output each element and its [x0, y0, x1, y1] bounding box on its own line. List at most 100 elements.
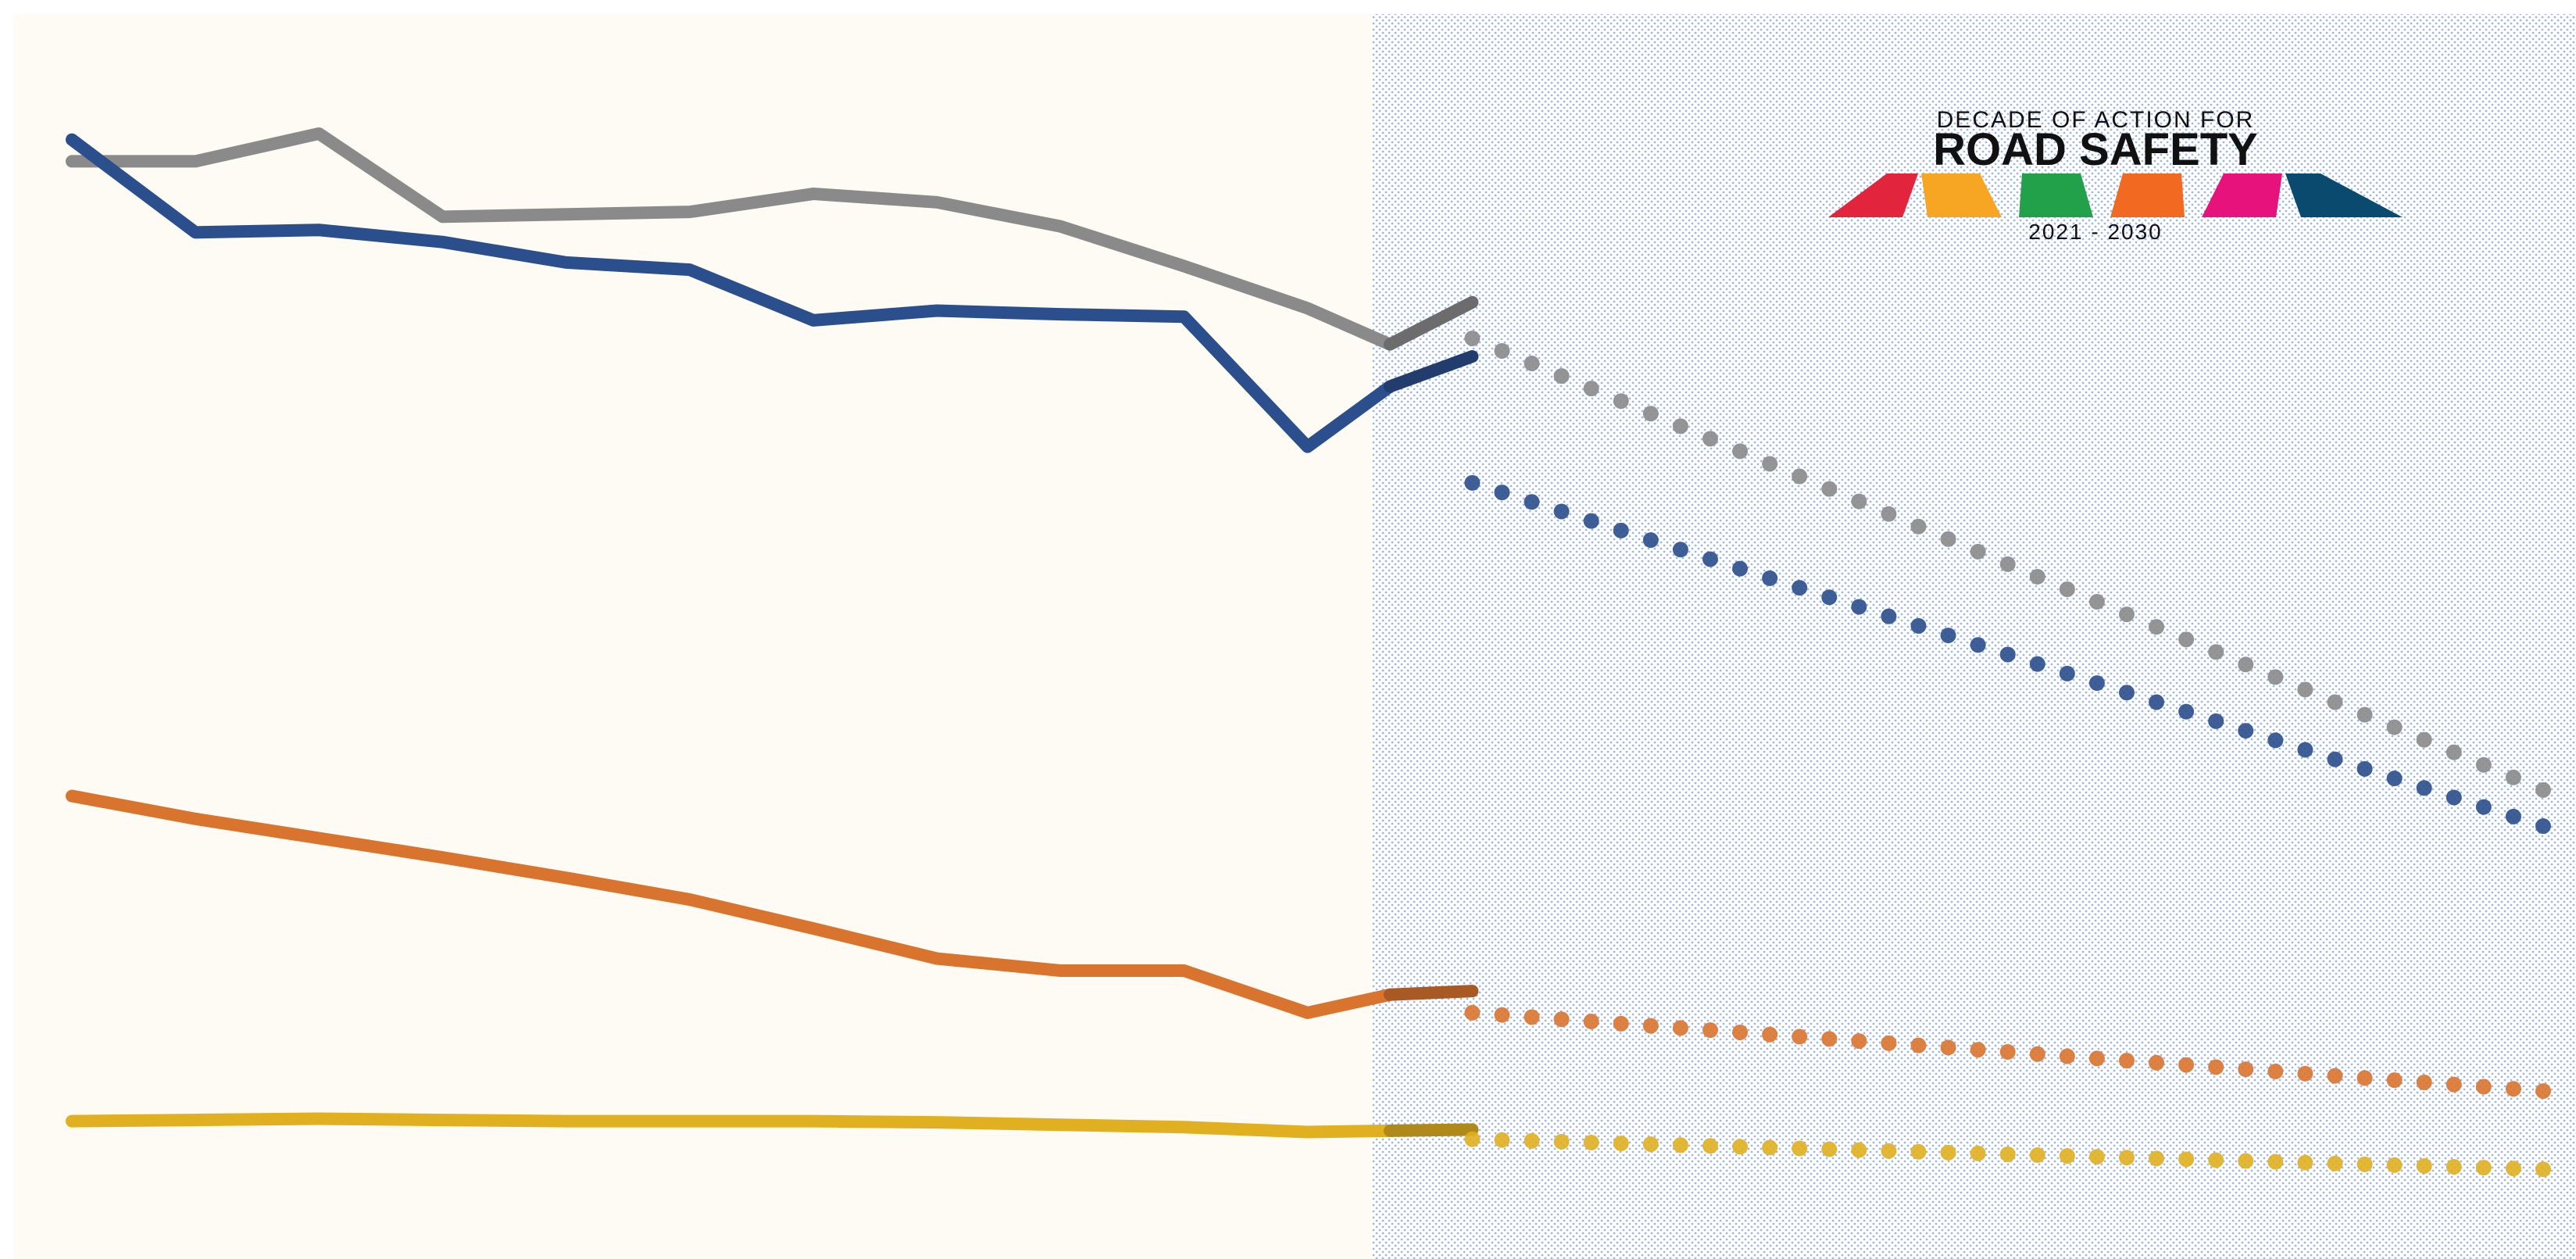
projection-point — [1494, 1007, 1510, 1023]
projection-point — [2208, 713, 2224, 729]
projection-point — [1851, 1142, 1867, 1158]
projection-point — [1881, 1143, 1897, 1159]
series-1 — [66, 133, 2551, 835]
projection-point — [1494, 1132, 1510, 1148]
projection-point — [2029, 568, 2045, 585]
projection-point — [2416, 780, 2432, 796]
projection-point — [2149, 1150, 2165, 1167]
projection-point — [1940, 1144, 1956, 1161]
projection-point — [2149, 1054, 2165, 1071]
projection-point — [2327, 751, 2343, 767]
projection-point — [2088, 594, 2105, 610]
projection-point — [2297, 681, 2313, 698]
projection-point — [2029, 656, 2045, 672]
logo-stripe — [2110, 173, 2185, 217]
projection-point — [2088, 1050, 2105, 1067]
projection-point — [1970, 1042, 1986, 1058]
projection-point — [1732, 443, 1749, 460]
projection-point — [1464, 1131, 1481, 1147]
projection-point — [2446, 1159, 2462, 1175]
projection-point — [1762, 570, 1778, 586]
projection-point — [1999, 1146, 2016, 1162]
projection-point — [2267, 1153, 2284, 1170]
historical-background — [14, 14, 1372, 1259]
projection-point — [1881, 1035, 1897, 1051]
projection-point — [1613, 522, 1629, 538]
projection-point — [2356, 1156, 2373, 1172]
projection-point — [1999, 1043, 2016, 1060]
projection-point — [1702, 551, 1718, 567]
projection-point — [1494, 485, 1510, 501]
projection-point — [1672, 542, 1688, 558]
projection-point — [2267, 1064, 2284, 1080]
projection-point — [1999, 556, 2016, 572]
series-0 — [66, 127, 2551, 798]
projection-point — [2238, 1061, 2254, 1078]
projection-point — [2535, 818, 2551, 835]
projection-point — [2267, 669, 2284, 685]
projection-point — [2178, 1151, 2195, 1168]
projection-point — [2386, 1157, 2403, 1173]
series-line-2 — [66, 789, 1396, 1019]
projection-point — [2149, 694, 2165, 710]
projection-point — [2297, 1065, 2313, 1082]
projection-point — [1792, 1140, 1808, 1157]
decade-of-action-logo: DECADE OF ACTION FOR ROAD SAFETY 2021 - … — [1828, 107, 2403, 244]
projection-point — [1613, 1136, 1629, 1152]
series-recent-segment-3 — [1383, 1123, 1479, 1137]
projection-point — [2446, 744, 2462, 760]
projection-point — [2059, 665, 2075, 681]
projection-point — [2356, 1070, 2373, 1086]
projection-point — [2059, 1048, 2075, 1064]
projection-point — [1970, 637, 1986, 653]
projection-point — [1642, 1018, 1659, 1034]
logo-stripe — [2019, 173, 2093, 217]
projection-point — [2475, 799, 2492, 815]
projection-point — [1642, 1136, 1659, 1153]
logo-line1: DECADE OF ACTION FOR — [1937, 107, 2255, 133]
projection-point — [1702, 1022, 1718, 1039]
series-line-1 — [66, 133, 1396, 453]
projection-point — [1553, 503, 1570, 520]
projection-point — [2386, 1072, 2403, 1089]
projection-point — [1524, 494, 1540, 510]
projection-point — [2088, 1149, 2105, 1165]
projection-point — [1553, 1133, 1570, 1150]
series-recent-segment-2 — [1383, 985, 1479, 1001]
projection-point — [2475, 1078, 2492, 1095]
projection-point — [1464, 1004, 1481, 1021]
projection-point — [2208, 1059, 2224, 1075]
projection-point — [1494, 343, 1510, 359]
series-recent-segment-0 — [1383, 295, 1479, 351]
projection-point — [1583, 1135, 1599, 1151]
projection-point — [1524, 356, 1540, 372]
projection-point — [1851, 1033, 1867, 1050]
projection-point — [1940, 531, 1956, 547]
projection-point — [2356, 760, 2373, 777]
projection-point — [2149, 619, 2165, 635]
projection-point — [1613, 393, 1629, 410]
projection-point — [2386, 719, 2403, 735]
projection-point — [2475, 756, 2492, 773]
projection-point — [1881, 608, 1897, 624]
projection-point — [1910, 1037, 1927, 1053]
projection-point — [2505, 1081, 2521, 1097]
projection-point — [1672, 418, 1688, 435]
projection-point — [1583, 513, 1599, 529]
projection-point — [2505, 808, 2521, 824]
projection-point — [1821, 1141, 1838, 1157]
projection-point — [1642, 406, 1659, 422]
projection-point — [2356, 706, 2373, 723]
projection-point — [1464, 330, 1481, 346]
projection-point — [1851, 493, 1867, 510]
projection-point — [1613, 1015, 1629, 1032]
projection-point — [1910, 1143, 1927, 1160]
projection-point — [2535, 1083, 2551, 1100]
projection-point — [2505, 1161, 2521, 1177]
projection-point — [1851, 599, 1867, 615]
projection-point — [2118, 685, 2135, 701]
projection-point — [2446, 789, 2462, 806]
projection-point — [2475, 1160, 2492, 1176]
logo-stripe — [2285, 173, 2403, 217]
